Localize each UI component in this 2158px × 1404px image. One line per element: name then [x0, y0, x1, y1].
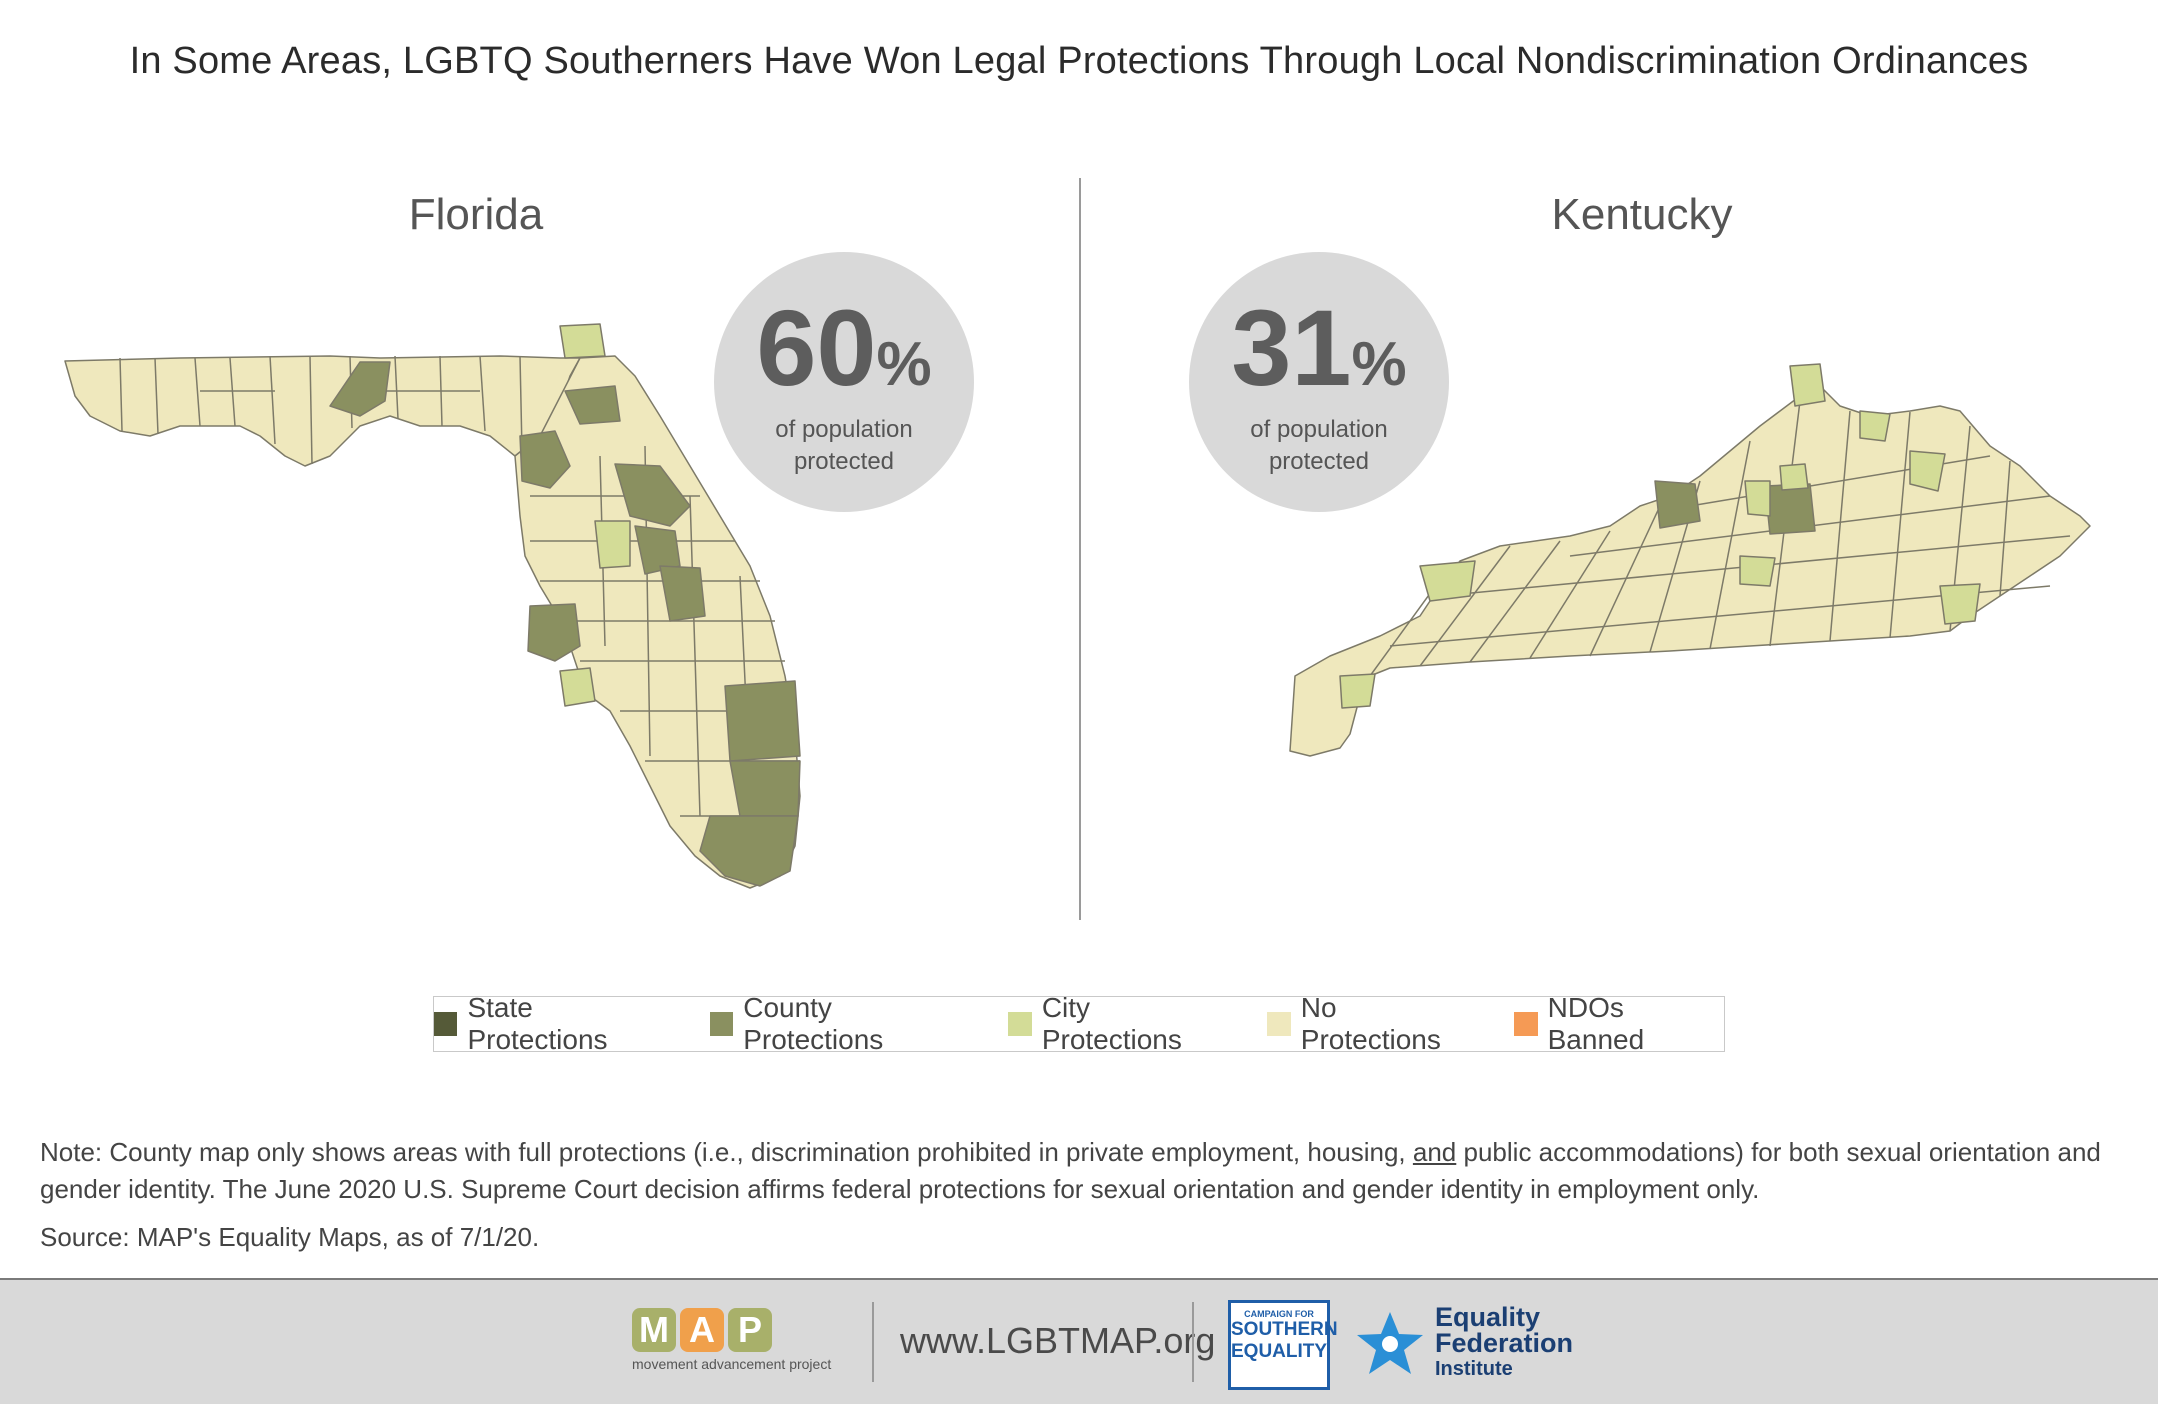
kentucky-subtext: of population protected: [1189, 414, 1449, 478]
florida-subtext: of population protected: [714, 414, 974, 478]
source-text: Source: MAP's Equality Maps, as of 7/1/2…: [40, 1222, 540, 1252]
efi-text: Equality Federation Institute: [1435, 1304, 1573, 1382]
legend-ndos-banned: NDOs Banned: [1514, 992, 1724, 1056]
map-logo-letter-p: P: [728, 1308, 772, 1352]
note-underlined: and: [1412, 1137, 1457, 1167]
kentucky-city-protections: [1339, 363, 1981, 709]
legend-swatch-county: [709, 1012, 734, 1036]
footer-divider-1: [872, 1302, 874, 1382]
florida-title: Florida: [408, 190, 544, 239]
florida-city-protections: [559, 323, 631, 707]
kentucky-subtext-line1: of population: [1250, 416, 1388, 443]
florida-county-lines: [119, 355, 800, 817]
cse-line1: SOUTHERN: [1231, 1319, 1338, 1340]
cse-small-text: CAMPAIGN FOR: [1244, 1309, 1314, 1319]
legend-state-protections: State Protections: [434, 992, 676, 1056]
footer: M A P movement advancement project www.L…: [0, 1278, 2158, 1404]
note-part1: Note: County map only shows areas with f…: [40, 1137, 1413, 1167]
map-tagline: movement advancement project: [632, 1356, 832, 1372]
star-icon: [1357, 1312, 1423, 1374]
legend-swatch-city: [1008, 1012, 1032, 1036]
footer-divider-2: [1192, 1302, 1194, 1382]
note-part2: public accommodations) for both sexual o…: [40, 1137, 2101, 1204]
kentucky-title: Kentucky: [1551, 190, 1733, 239]
florida-percent-sign: %: [876, 330, 932, 399]
florida-subtext-line2: protected: [793, 448, 895, 475]
efi-line1: Equality: [1435, 1302, 1541, 1332]
legend-county-protections: County Protections: [709, 992, 975, 1056]
florida-subtext-line1: of population: [775, 416, 913, 443]
kentucky-county-protections: [1654, 480, 1816, 535]
efi-line3: Institute: [1435, 1358, 1513, 1380]
legend-swatch-none: [1267, 1012, 1291, 1036]
map-logo-letter-m: M: [632, 1308, 676, 1352]
equality-federation-logo[interactable]: Equality Federation Institute: [1355, 1304, 1573, 1382]
florida-panhandle: [64, 355, 581, 467]
campaign-southern-equality-logo[interactable]: CAMPAIGN FOR SOUTHERN EQUALITY: [1228, 1300, 1338, 1390]
efi-line2: Federation: [1435, 1328, 1574, 1358]
kentucky-percent-value: 31: [1231, 287, 1352, 408]
legend-swatch-state: [434, 1012, 458, 1036]
florida-stat-circle: 60% of population protected: [714, 252, 974, 512]
kentucky-outline: [1289, 385, 2091, 757]
legend-label-county: County Protections: [743, 992, 884, 1055]
florida-percent: 60%: [714, 294, 974, 402]
kentucky-map: [1289, 363, 2091, 757]
florida-percent-value: 60: [756, 287, 877, 408]
legend-label-state: State Protections: [467, 992, 608, 1055]
legend-label-none: No Protections: [1300, 992, 1441, 1055]
legend: State Protections County Protections Cit…: [433, 992, 1725, 1055]
legend-no-protections: No Protections: [1267, 992, 1480, 1056]
florida-county-protections: [329, 361, 801, 887]
panel-divider: [1079, 178, 1081, 920]
map-logo-letter-a: A: [680, 1308, 724, 1352]
legend-swatch-banned: [1514, 1012, 1538, 1036]
legend-label-banned: NDOs Banned: [1547, 992, 1645, 1055]
note-text: Note: County map only shows areas with f…: [40, 1134, 2130, 1208]
kentucky-stat-circle: 31% of population protected: [1189, 252, 1449, 512]
website-link[interactable]: www.LGBTMAP.org: [900, 1320, 1216, 1361]
kentucky-percent: 31%: [1189, 294, 1449, 402]
kentucky-percent-sign: %: [1351, 330, 1407, 399]
page-title: In Some Areas, LGBTQ Southerners Have Wo…: [129, 40, 2029, 82]
legend-label-city: City Protections: [1041, 992, 1182, 1055]
map-logo[interactable]: M A P movement advancement project: [632, 1308, 831, 1372]
florida-map: [64, 323, 801, 889]
kentucky-subtext-line2: protected: [1268, 448, 1370, 475]
cse-line2: EQUALITY: [1231, 1341, 1328, 1362]
legend-city-protections: City Protections: [1008, 992, 1233, 1056]
